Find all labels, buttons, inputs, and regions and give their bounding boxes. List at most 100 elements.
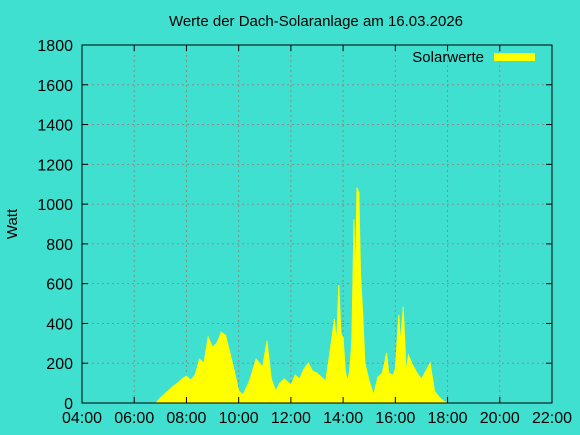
series-layer xyxy=(154,187,449,404)
y-tick-label: 0 xyxy=(64,396,73,413)
data-point xyxy=(248,380,251,382)
x-tick-label: 08:00 xyxy=(166,410,206,427)
data-point xyxy=(229,352,231,354)
data-point xyxy=(203,362,205,364)
data-point xyxy=(402,306,404,309)
data-point xyxy=(185,375,187,377)
data-point xyxy=(353,219,355,221)
data-point xyxy=(368,380,370,382)
data-point xyxy=(338,285,340,287)
data-point xyxy=(307,362,309,364)
chart-title: Werte der Dach-Solaranlage am 16.03.2026 xyxy=(169,13,463,30)
y-axis-label: Watt xyxy=(4,208,21,239)
data-point xyxy=(159,397,161,399)
data-point xyxy=(359,273,362,275)
x-tick-label: 12:00 xyxy=(271,410,311,427)
data-point xyxy=(373,394,375,396)
data-point xyxy=(358,191,360,193)
y-tick-label: 800 xyxy=(46,237,73,254)
data-point xyxy=(392,374,394,376)
data-point xyxy=(212,346,214,348)
y-tick-label: 1600 xyxy=(37,78,73,95)
series-area xyxy=(154,187,448,404)
data-point xyxy=(316,372,318,374)
y-tick-label: 400 xyxy=(46,316,73,333)
data-point xyxy=(181,378,183,380)
data-point xyxy=(362,312,364,315)
y-tick-label: 1800 xyxy=(37,38,73,55)
data-point xyxy=(198,358,201,360)
data-point xyxy=(233,370,235,372)
y-tick-label: 600 xyxy=(46,277,73,294)
data-point xyxy=(207,336,209,338)
data-point xyxy=(346,380,349,382)
data-point xyxy=(177,382,179,384)
data-point xyxy=(242,394,244,396)
y-tick-label: 200 xyxy=(46,356,73,373)
data-point xyxy=(190,379,192,381)
data-point xyxy=(294,374,296,376)
data-point xyxy=(312,370,314,372)
data-point xyxy=(381,372,383,374)
axis-ticks: 0 200 400 600 800 1000 1200 1400 1600 1800 04:00 06… xyxy=(37,38,572,427)
data-point xyxy=(290,384,292,386)
data-point xyxy=(398,314,400,317)
x-tick-label: 18:00 xyxy=(428,410,468,427)
data-point xyxy=(255,358,257,360)
data-point xyxy=(333,318,335,321)
data-point xyxy=(354,287,356,289)
x-tick-label: 10:00 xyxy=(219,410,259,427)
data-point xyxy=(356,187,358,189)
data-point xyxy=(325,380,327,382)
data-point xyxy=(303,368,305,370)
data-point xyxy=(412,364,414,366)
data-point xyxy=(336,342,338,344)
data-point xyxy=(407,354,409,356)
data-point xyxy=(220,331,222,333)
data-point xyxy=(416,372,418,374)
grid xyxy=(82,45,552,403)
data-point xyxy=(166,391,168,393)
data-point xyxy=(279,382,281,384)
data-point xyxy=(429,362,431,364)
data-point xyxy=(283,378,285,380)
data-point xyxy=(364,362,366,364)
x-tick-label: 14:00 xyxy=(323,410,363,427)
data-point xyxy=(420,378,422,380)
data-point xyxy=(262,366,264,368)
data-point xyxy=(299,378,301,380)
x-tick-label: 04:00 xyxy=(62,410,102,427)
legend-label: Solarwerte xyxy=(412,49,484,66)
data-point xyxy=(438,396,440,398)
data-point xyxy=(405,372,407,374)
legend: Solarwerte xyxy=(412,49,535,66)
x-tick-label: 06:00 xyxy=(114,410,154,427)
data-point xyxy=(329,350,331,352)
data-point xyxy=(386,352,388,354)
x-tick-label: 16:00 xyxy=(375,410,415,427)
y-tick-label: 1200 xyxy=(37,157,73,174)
data-point xyxy=(340,332,342,334)
data-point xyxy=(270,378,272,380)
x-tick-label: 20:00 xyxy=(480,410,520,427)
data-point xyxy=(275,390,277,392)
data-point xyxy=(425,370,427,372)
data-point xyxy=(194,374,196,376)
data-point xyxy=(342,336,344,338)
data-point xyxy=(400,342,402,344)
data-point xyxy=(320,376,322,378)
y-tick-label: 1000 xyxy=(37,197,73,214)
data-point xyxy=(172,385,174,387)
y-tick-label: 1400 xyxy=(37,118,73,135)
data-point xyxy=(238,390,240,392)
data-point xyxy=(351,342,353,344)
data-point xyxy=(394,368,396,370)
plot-frame xyxy=(81,44,553,404)
data-point xyxy=(266,340,268,342)
data-point xyxy=(225,334,227,336)
x-tick-label: 22:00 xyxy=(532,410,572,427)
data-point xyxy=(377,376,379,378)
data-point xyxy=(388,372,390,374)
data-point xyxy=(344,370,346,372)
